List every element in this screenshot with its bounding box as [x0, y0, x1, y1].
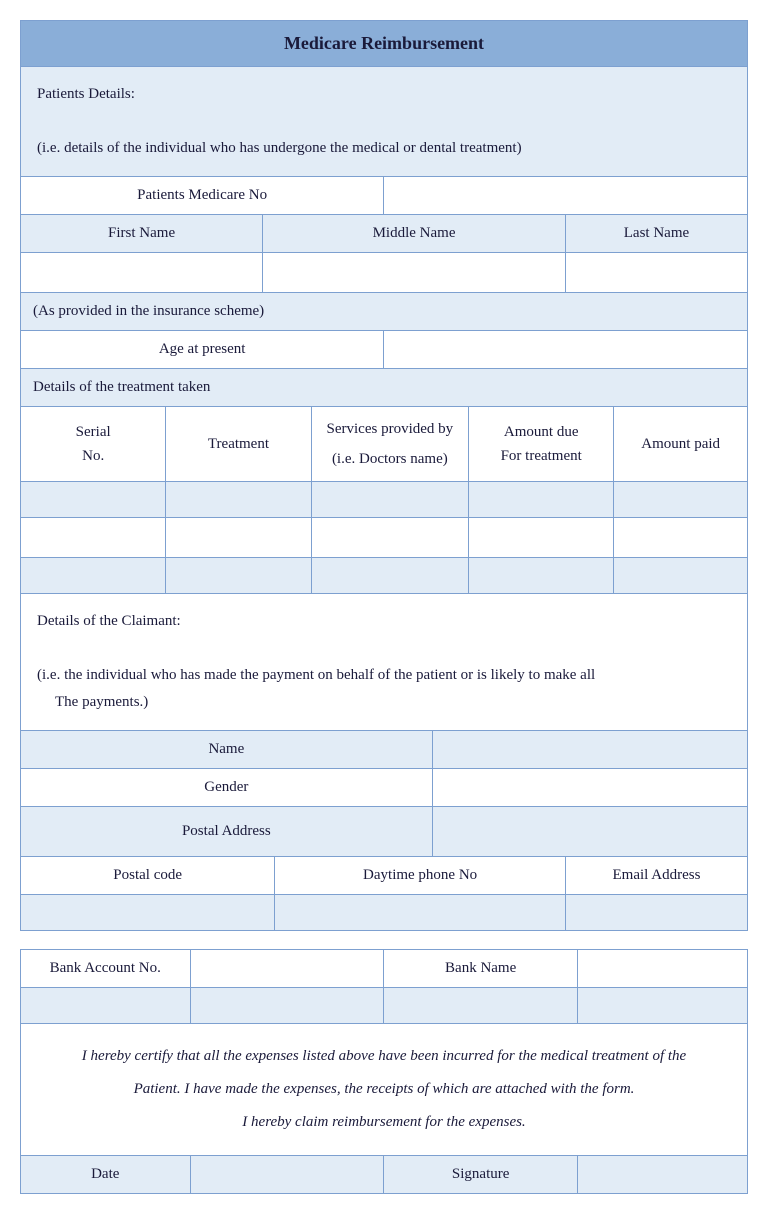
- col-amount-paid: Amount paid: [614, 407, 748, 482]
- form-title: Medicare Reimbursement: [21, 21, 748, 67]
- phone-input[interactable]: [275, 895, 566, 931]
- cell-amount-paid[interactable]: [614, 482, 748, 518]
- last-name-input[interactable]: [565, 253, 747, 293]
- signature-input[interactable]: [578, 1156, 748, 1194]
- date-input[interactable]: [190, 1156, 384, 1194]
- cell-serial[interactable]: [21, 518, 166, 558]
- email-input[interactable]: [565, 895, 747, 931]
- postal-code-label: Postal code: [21, 857, 275, 895]
- middle-name-input[interactable]: [263, 253, 566, 293]
- cell-treatment[interactable]: [166, 518, 311, 558]
- patient-subtext: (i.e. details of the individual who has …: [37, 135, 731, 162]
- treatment-row: [21, 518, 748, 558]
- age-input[interactable]: [384, 331, 748, 369]
- middle-name-label: Middle Name: [263, 215, 566, 253]
- cell-serial[interactable]: [21, 482, 166, 518]
- treatment-row: [21, 558, 748, 594]
- cell-services[interactable]: [311, 482, 468, 518]
- claimant-section-header: Details of the Claimant: (i.e. the indiv…: [21, 594, 748, 731]
- signature-label: Signature: [384, 1156, 578, 1194]
- treatment-row: [21, 482, 748, 518]
- bank-acct-input[interactable]: [190, 950, 384, 988]
- first-name-input[interactable]: [21, 253, 263, 293]
- cell-amount-paid[interactable]: [614, 518, 748, 558]
- cell-amount-paid[interactable]: [614, 558, 748, 594]
- main-form-table: Medicare Reimbursement Patients Details:…: [20, 20, 748, 931]
- bank-row2-c3[interactable]: [384, 988, 578, 1024]
- bank-name-label: Bank Name: [384, 950, 578, 988]
- last-name-label: Last Name: [565, 215, 747, 253]
- postal-code-input[interactable]: [21, 895, 275, 931]
- claimant-sub-l1: (i.e. the individual who has made the pa…: [37, 662, 731, 689]
- cell-amount-due[interactable]: [469, 482, 614, 518]
- treatment-heading: Details of the treatment taken: [21, 369, 748, 407]
- patient-heading: Patients Details:: [37, 81, 731, 108]
- col-services: Services provided by (i.e. Doctors name): [311, 407, 468, 482]
- claimant-gender-input[interactable]: [432, 769, 747, 807]
- bank-form-table: Bank Account No. Bank Name I hereby cert…: [20, 949, 748, 1194]
- col-serial: Serial No.: [21, 407, 166, 482]
- certification-text: I hereby certify that all the expenses l…: [21, 1024, 748, 1156]
- cell-amount-due[interactable]: [469, 558, 614, 594]
- claimant-name-input[interactable]: [432, 731, 747, 769]
- phone-label: Daytime phone No: [275, 857, 566, 895]
- insurance-note: (As provided in the insurance scheme): [21, 293, 748, 331]
- claimant-postal-addr-label: Postal Address: [21, 807, 433, 857]
- medicare-no-input[interactable]: [384, 177, 748, 215]
- col-amount-due: Amount due For treatment: [469, 407, 614, 482]
- age-label: Age at present: [21, 331, 384, 369]
- claimant-heading: Details of the Claimant:: [37, 608, 731, 635]
- form-container: Medicare Reimbursement Patients Details:…: [20, 20, 748, 1194]
- bank-name-input[interactable]: [578, 950, 748, 988]
- first-name-label: First Name: [21, 215, 263, 253]
- email-label: Email Address: [565, 857, 747, 895]
- cell-amount-due[interactable]: [469, 518, 614, 558]
- bank-row2-c4[interactable]: [578, 988, 748, 1024]
- cell-services[interactable]: [311, 518, 468, 558]
- bank-acct-label: Bank Account No.: [21, 950, 191, 988]
- claimant-sub-l2: The payments.): [37, 689, 731, 716]
- col-treatment: Treatment: [166, 407, 311, 482]
- medicare-no-label: Patients Medicare No: [21, 177, 384, 215]
- cell-services[interactable]: [311, 558, 468, 594]
- claimant-name-label: Name: [21, 731, 433, 769]
- bank-row2-c2[interactable]: [190, 988, 384, 1024]
- date-label: Date: [21, 1156, 191, 1194]
- claimant-postal-addr-input[interactable]: [432, 807, 747, 857]
- patient-section-header: Patients Details: (i.e. details of the i…: [21, 67, 748, 177]
- cell-treatment[interactable]: [166, 558, 311, 594]
- cell-serial[interactable]: [21, 558, 166, 594]
- bank-row2-c1[interactable]: [21, 988, 191, 1024]
- cell-treatment[interactable]: [166, 482, 311, 518]
- claimant-gender-label: Gender: [21, 769, 433, 807]
